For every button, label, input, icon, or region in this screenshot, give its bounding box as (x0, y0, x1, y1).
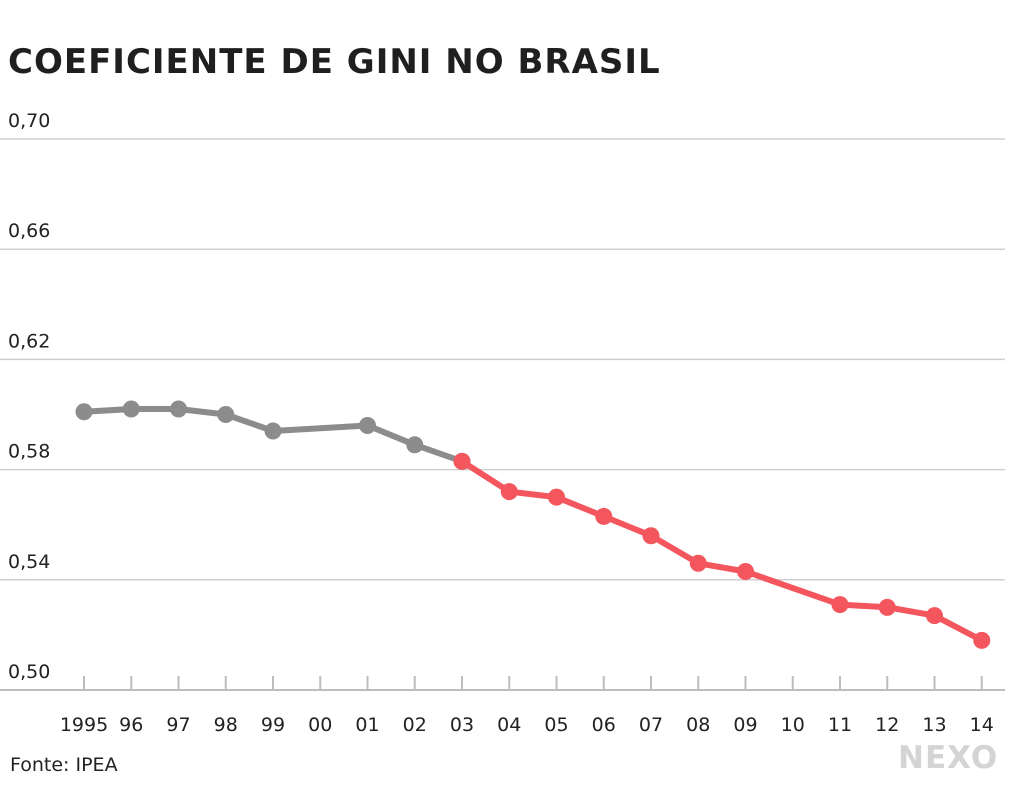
x-tick-label: 99 (261, 714, 285, 736)
y-tick-label: 0,62 (8, 330, 50, 352)
grid-lines (0, 138, 1005, 691)
x-axis-ticks (83, 676, 983, 690)
data-points (75, 400, 991, 649)
x-tick-label: 05 (544, 714, 568, 736)
x-tick-label: 12 (875, 714, 899, 736)
data-point-09 (737, 563, 754, 581)
data-point-12 (878, 598, 896, 616)
x-tick-label: 1995 (60, 714, 108, 736)
x-tick-label: 13 (922, 714, 946, 736)
source-note: Fonte: IPEA (10, 754, 118, 776)
data-point-14 (973, 631, 991, 649)
x-tick-label: 14 (970, 714, 994, 736)
y-tick-label: 0,50 (8, 661, 50, 683)
x-tick-label: 02 (403, 714, 427, 736)
data-point-96 (122, 400, 140, 418)
series-line-2 (459, 458, 985, 644)
data-point-1995 (75, 403, 93, 421)
data-point-97 (170, 400, 187, 418)
data-point-07 (642, 527, 660, 545)
chart-title: COEFICIENTE DE GINI NO BRASIL (8, 42, 661, 82)
data-point-06 (595, 507, 613, 525)
data-point-11 (831, 596, 849, 614)
y-tick-label: 0,58 (8, 441, 50, 463)
data-point-05 (548, 488, 565, 506)
x-tick-label: 03 (450, 714, 474, 736)
x-tick-label: 09 (733, 714, 757, 736)
data-point-03 (453, 452, 471, 470)
data-point-04 (500, 483, 518, 501)
x-tick-label: 98 (214, 714, 238, 736)
x-tick-label: 04 (497, 714, 521, 736)
data-point-99 (264, 422, 282, 440)
y-tick-label: 0,70 (8, 110, 50, 132)
x-axis-labels: 1995 96 97 98 99 00 01 02 03 04 05 06 07 08 09 10 11 12 13… (60, 714, 994, 736)
x-tick-label: 06 (592, 714, 616, 736)
data-point-08 (689, 554, 707, 572)
x-tick-label: 07 (639, 714, 663, 736)
x-tick-label: 00 (308, 714, 332, 736)
x-tick-label: 10 (781, 714, 805, 736)
nexo-logo: NEXO (898, 740, 999, 776)
data-point-01 (359, 417, 376, 435)
y-axis-labels: 0,70 0,66 0,62 0,58 0,54 0,50 (8, 110, 50, 683)
x-tick-label: 97 (166, 714, 190, 736)
x-tick-label: 01 (355, 714, 379, 736)
x-tick-label: 96 (119, 714, 143, 736)
y-tick-label: 0,66 (8, 220, 50, 242)
y-tick-label: 0,54 (8, 551, 50, 573)
data-point-98 (217, 406, 235, 423)
x-tick-label: 08 (686, 714, 710, 736)
data-point-13 (926, 607, 943, 625)
data-point-02 (406, 436, 424, 454)
x-tick-label: 11 (828, 714, 852, 736)
